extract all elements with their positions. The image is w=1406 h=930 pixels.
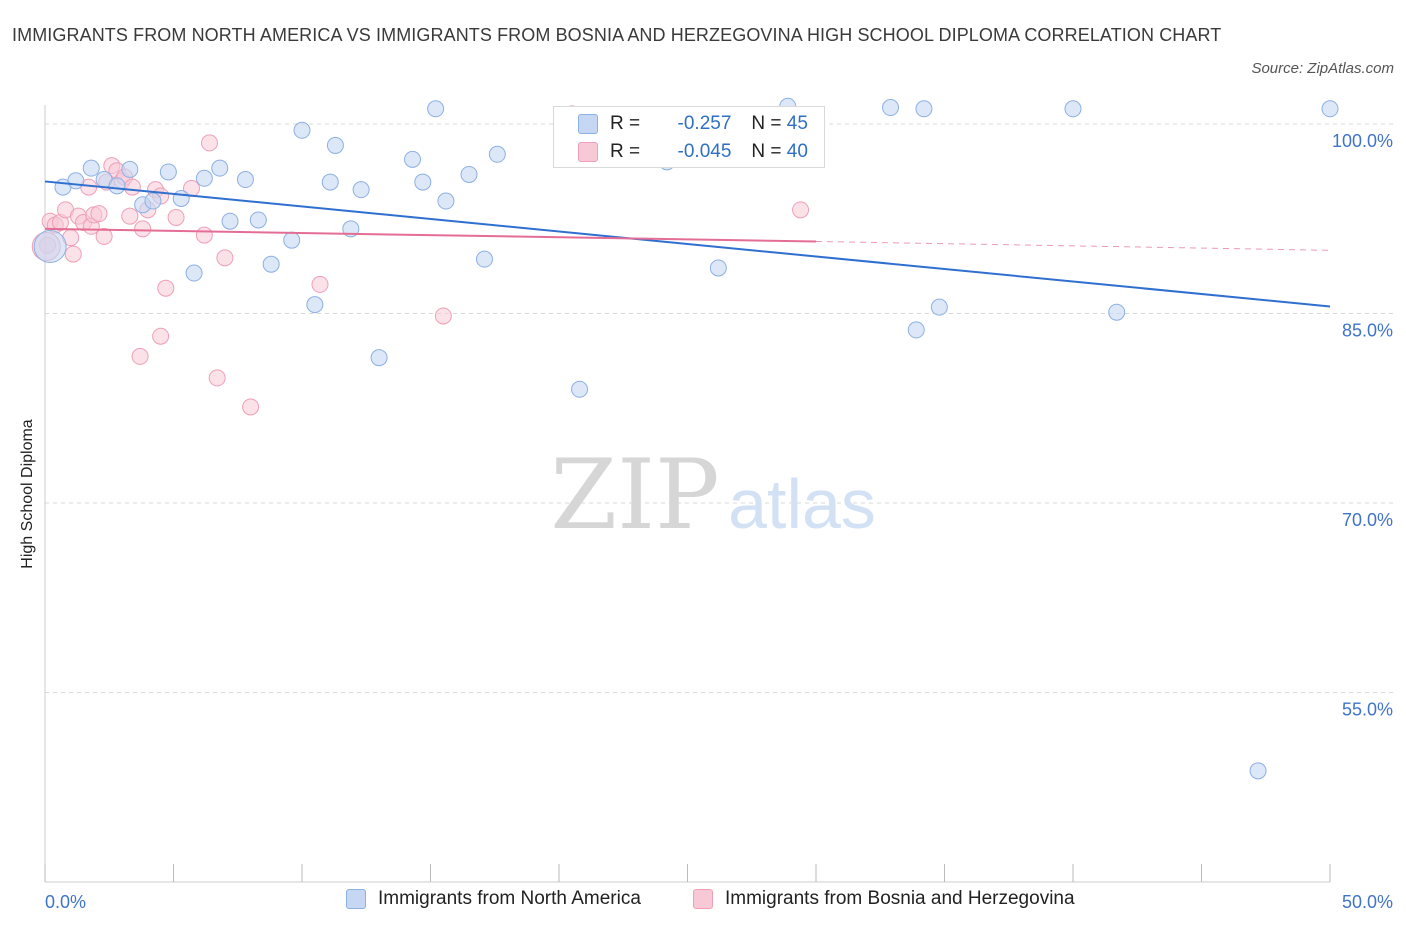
blue-point	[352, 181, 370, 199]
blue-r-value: -0.257	[677, 113, 732, 134]
blue-point	[262, 255, 280, 273]
pink-point	[121, 207, 139, 225]
blue-point	[211, 159, 229, 177]
source-label: Source: ZipAtlas.com	[1251, 60, 1394, 77]
blue-point	[82, 159, 100, 177]
watermark-zip: ZIP	[550, 439, 719, 551]
n-label: N =	[751, 141, 782, 162]
blue-point	[283, 231, 301, 249]
pink-point	[64, 245, 82, 263]
pink-n-value: 40	[786, 141, 808, 162]
blue-point	[404, 150, 422, 168]
blue-point	[33, 230, 67, 264]
legend-blue-label: Immigrants from North America	[378, 888, 641, 909]
pink-point	[434, 307, 452, 325]
blue-point	[326, 136, 344, 154]
pink-point	[90, 205, 108, 223]
blue-point	[930, 298, 948, 316]
pink-swatch	[578, 142, 598, 162]
trend-lines	[44, 180, 1331, 308]
watermark: ZIP atlas	[550, 439, 876, 551]
pink-point	[242, 398, 260, 416]
pink-point	[216, 249, 234, 267]
blue-swatch	[578, 114, 598, 134]
blue-trend-line	[44, 180, 1331, 308]
x-tick-label-min: 0.0%	[45, 892, 86, 912]
blue-point	[1108, 303, 1126, 321]
blue-point	[882, 99, 900, 117]
blue-point	[185, 264, 203, 282]
legend-pink-swatch	[693, 889, 713, 909]
legend-blue-swatch	[346, 889, 366, 909]
blue-point	[709, 259, 727, 277]
blue-point	[293, 121, 311, 139]
legend-item-north-america[interactable]: Immigrants from North America	[346, 888, 641, 910]
blue-point	[427, 100, 445, 118]
pink-point	[167, 208, 185, 226]
blue-point	[121, 160, 139, 178]
legend-item-bosnia[interactable]: Immigrants from Bosnia and Herzegovina	[693, 888, 1075, 910]
y-tick-label: 55.0%	[1342, 699, 1393, 719]
pink-trend-extension	[815, 240, 1331, 251]
blue-point	[195, 169, 213, 187]
blue-point	[172, 189, 190, 207]
n-label: N =	[751, 113, 782, 134]
blue-point	[437, 192, 455, 210]
x-tick-label-max: 50.0%	[1342, 892, 1393, 912]
blue-point	[144, 192, 162, 210]
y-tick-label: 70.0%	[1342, 510, 1393, 530]
pink-point	[152, 327, 170, 345]
watermark-atlas: atlas	[728, 465, 876, 543]
pink-point	[208, 369, 226, 387]
blue-point	[460, 165, 478, 183]
pink-point	[195, 226, 213, 244]
pink-point	[157, 279, 175, 297]
blue-point	[1249, 762, 1267, 780]
chart-title: IMMIGRANTS FROM NORTH AMERICA VS IMMIGRA…	[12, 25, 1222, 45]
stats-row-pink: R = -0.045 N = 40	[578, 141, 808, 163]
blue-point	[475, 250, 493, 268]
pink-trend-line	[44, 227, 817, 243]
pink-point	[200, 134, 218, 152]
blue-point	[249, 211, 267, 229]
stats-legend: R = -0.257 N = 45 R = -0.045 N = 40	[553, 106, 825, 168]
stats-row-blue: R = -0.257 N = 45	[578, 113, 808, 135]
blue-point	[67, 172, 85, 190]
blue-point	[108, 177, 126, 195]
pink-point	[123, 178, 141, 196]
legend-pink-label: Immigrants from Bosnia and Herzegovina	[725, 888, 1075, 909]
blue-n-value: 45	[786, 113, 808, 134]
blue-point	[1064, 100, 1082, 118]
blue-point	[488, 145, 506, 163]
blue-point	[370, 349, 388, 367]
blue-point	[236, 171, 254, 189]
pink-point	[131, 347, 149, 365]
blue-point	[1321, 100, 1339, 118]
y-tick-label: 100.0%	[1332, 131, 1393, 151]
pink-point	[134, 220, 152, 238]
pink-r-value: -0.045	[677, 141, 732, 162]
r-label: R =	[610, 113, 641, 134]
tick-labels: 100.0% 85.0% 70.0% 55.0% 0.0% 50.0%	[45, 131, 1393, 912]
y-tick-label: 85.0%	[1342, 320, 1393, 340]
blue-point	[915, 100, 933, 118]
blue-point	[159, 163, 177, 181]
blue-point	[571, 380, 589, 398]
pink-point	[311, 275, 329, 293]
blue-point	[306, 296, 324, 314]
blue-point	[907, 321, 925, 339]
blue-point	[414, 173, 432, 191]
pink-point	[95, 227, 113, 245]
r-label: R =	[610, 141, 641, 162]
blue-point	[321, 173, 339, 191]
blue-point	[221, 212, 239, 230]
pink-point	[792, 201, 810, 219]
legend: Immigrants from North America Immigrants…	[0, 888, 1406, 916]
